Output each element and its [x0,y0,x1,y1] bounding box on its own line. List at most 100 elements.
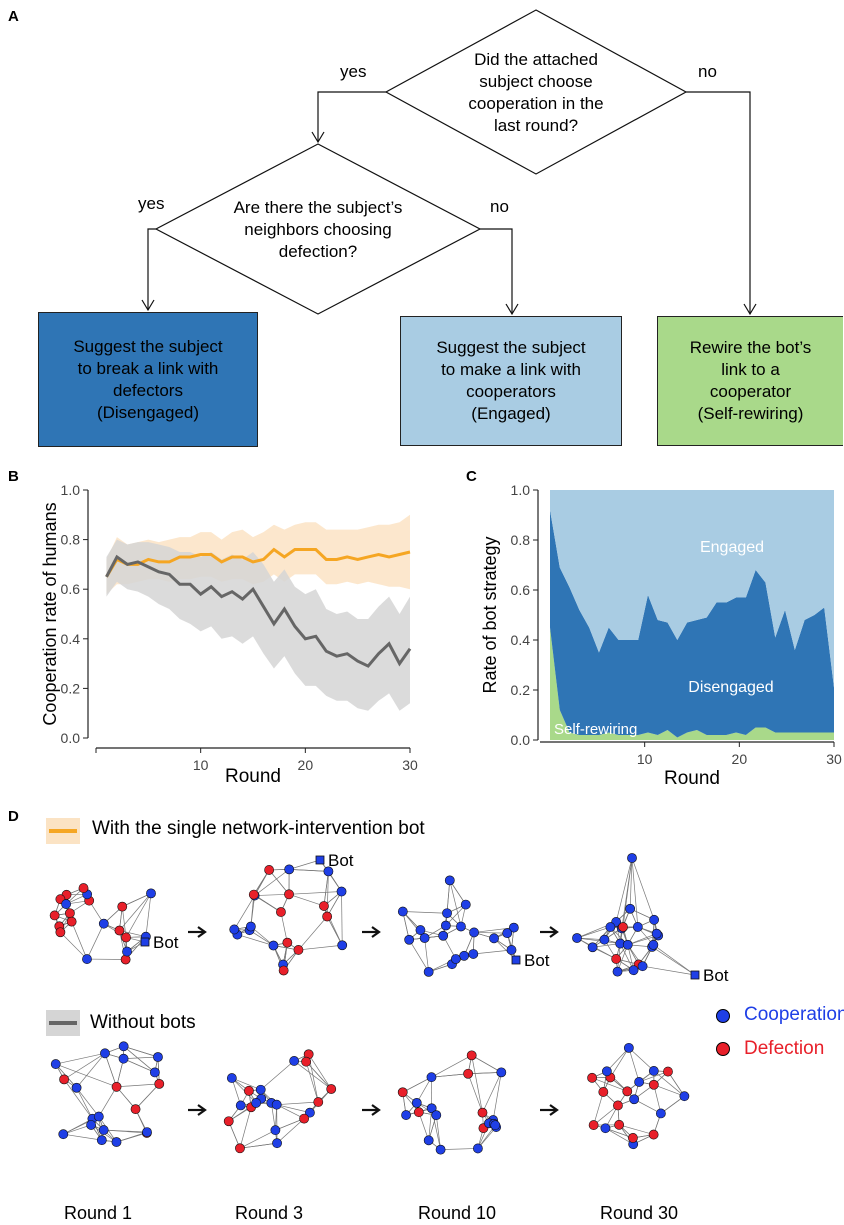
network-edge [237,934,274,946]
network-edge [63,1133,102,1141]
area-label-disengaged: Disengaged [688,679,773,696]
defector-node [120,954,131,965]
cooperator-node [118,1053,129,1064]
network-edge [629,857,633,909]
progression-arrowhead [549,1104,559,1116]
y-tick-label: 0.6 [511,582,531,598]
defector-node [628,1133,638,1143]
network-edge [653,1084,685,1097]
cooperator-node [111,1137,122,1147]
defector-node [223,1116,234,1127]
network-edge [116,1131,148,1143]
defector-node [648,1129,659,1140]
network-edge [621,857,633,929]
defector-node [117,901,128,912]
decision-diamond-2 [154,143,482,315]
defector-node [397,1087,408,1098]
network-edge [627,933,657,946]
defector-node [235,1143,245,1154]
network-4 [50,1041,165,1147]
cooperator-node [284,864,295,875]
area-disengaged [550,510,834,738]
defector-node [301,1056,312,1067]
panel-label-c: C [466,468,477,485]
cooperator-node [440,920,451,931]
cooperator-node [651,928,662,939]
network-edge [86,923,105,960]
network-edge [435,1115,441,1150]
decision-q2-text: Are there the subject’s neighbors choosi… [233,198,403,261]
network-edge [121,906,127,938]
bot-label: Bot [703,966,729,985]
network-edge [473,949,512,955]
network-edge [76,1053,106,1088]
network-edge [408,939,429,973]
cooperator-node [255,1084,266,1095]
defector-node [111,1081,122,1092]
box-disengaged: Suggest the subject to break a link with… [38,312,258,447]
branch-yes-1: yes [340,62,367,81]
cooperator-node [401,1110,411,1120]
cooperator-node [397,906,408,917]
progression-arrowhead [197,1104,207,1116]
cooperator-node [268,940,279,951]
defector-node [326,1084,337,1094]
network-edge [576,926,611,939]
cooperator-node [601,1066,612,1077]
defector-node [613,1100,623,1111]
chart-bot-strategy: Engaged Disengaged Self-rewiring 0.0 0.2 0.4 0… [480,482,842,789]
cooperator-node [426,1072,437,1083]
network-edge [254,869,290,896]
cooperator-node [623,1042,634,1053]
defector-node [248,889,259,900]
network-edge [123,1045,159,1058]
cooperator-node [122,946,132,957]
network-1: Bot [229,851,354,976]
network-edge [276,1101,319,1106]
y-tick-label: 0.2 [61,680,81,696]
y-tick-label: 0.2 [511,682,531,698]
branch-yes-2: yes [138,194,165,213]
decision-diamond-1 [384,9,688,175]
network-edge [631,857,655,920]
cooperator-node [605,922,616,932]
cooperator-node [423,1135,434,1146]
network-edge [55,1063,117,1088]
cooperator-node [93,1111,104,1122]
network-edge [288,893,325,907]
network-edge [125,893,152,938]
cooperator-node [235,1100,246,1111]
network-edge [492,1072,502,1121]
network-edge [250,926,274,946]
network-5 [223,1049,337,1154]
defector-node [663,1066,673,1077]
x-axis-label: Round [664,768,720,789]
cooperator-node [628,965,639,976]
network-edge [63,1053,106,1080]
cooperator-node [305,1107,315,1118]
network-edge [60,931,88,960]
defector-node [78,883,89,893]
network-edge [474,932,508,934]
cooperator-node [272,1138,282,1149]
cooperator-node [323,866,334,877]
network-edge [116,1083,160,1088]
box-self-rewiring: Rewire the bot’s link to a cooperator (S… [657,316,843,446]
cooperator-node [456,921,466,932]
cooperator-node [404,934,415,945]
cooperator-node [472,1143,483,1154]
defector-node [59,1074,69,1085]
defector-node [154,1078,165,1089]
cooperator-node [599,934,610,945]
y-tick-label: 0.6 [61,581,81,597]
network-3: Bot [572,853,729,985]
cooperator-node [226,1073,237,1083]
network-edge [628,1047,655,1072]
cooperator-node [86,1120,97,1130]
network-edge [431,1073,469,1078]
network-edge [440,1148,478,1150]
network-edge [619,943,634,971]
defector-node [55,927,66,938]
defector-node [282,937,293,948]
x-axis-label: Round [225,766,281,787]
